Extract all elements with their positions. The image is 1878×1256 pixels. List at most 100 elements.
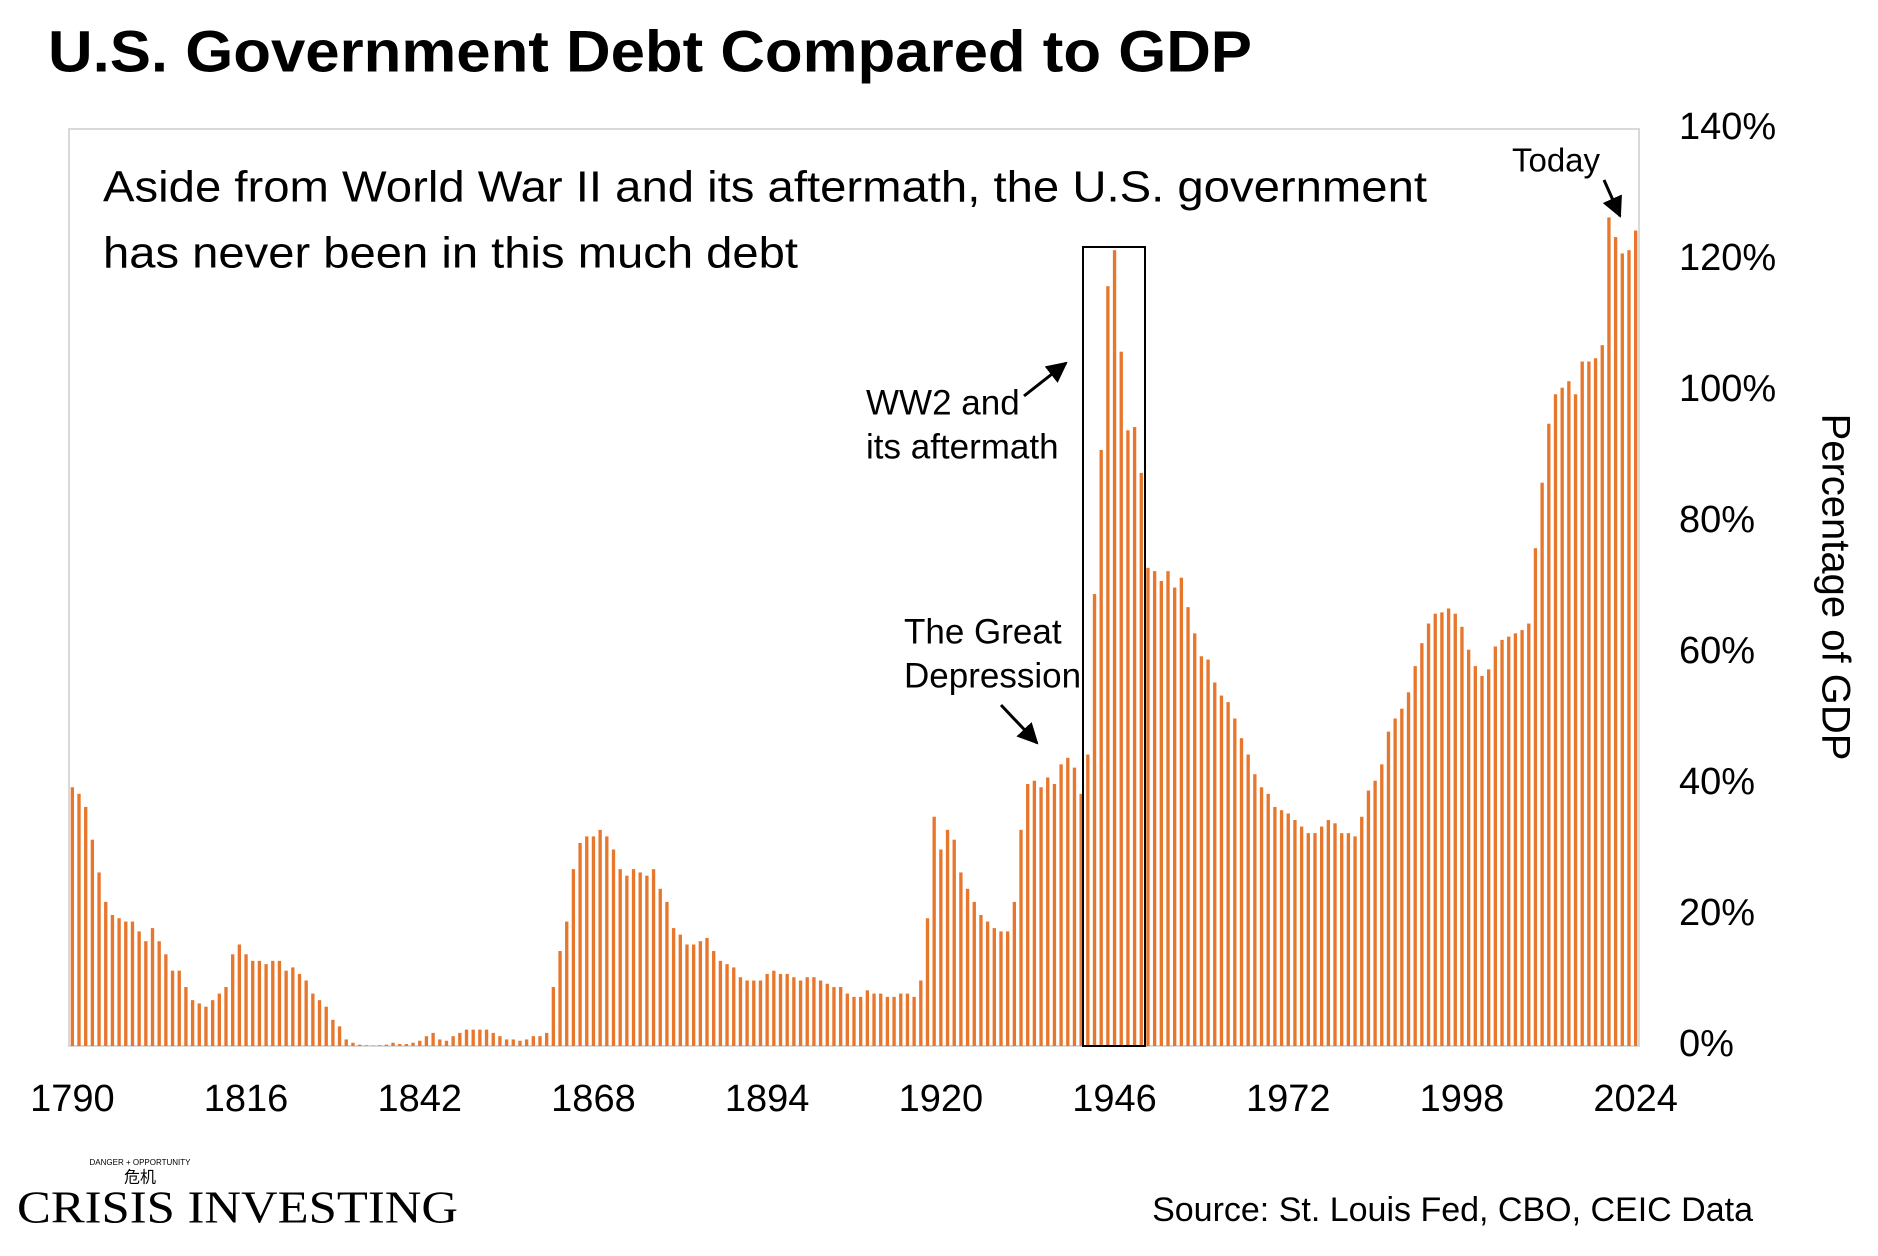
bar (484, 1029, 489, 1046)
bar (398, 1044, 402, 1046)
bar (899, 993, 903, 1046)
bar (1066, 757, 1070, 1046)
bar (418, 1040, 422, 1046)
bar (1199, 656, 1204, 1046)
bar (1453, 613, 1457, 1046)
bar (1420, 643, 1424, 1046)
bar (124, 921, 128, 1046)
bar (291, 967, 295, 1046)
bar (244, 954, 248, 1046)
bar (1072, 767, 1077, 1046)
x-tick-label: 1894 (725, 1078, 810, 1120)
bar (110, 915, 115, 1046)
bar (818, 980, 823, 1046)
bar (257, 960, 262, 1046)
bar (384, 1044, 389, 1046)
bar (591, 836, 596, 1046)
bar (1279, 810, 1284, 1046)
bar (651, 869, 656, 1046)
bar (1346, 833, 1351, 1046)
bar (1213, 682, 1217, 1046)
bar (745, 980, 749, 1046)
bar (1052, 784, 1057, 1046)
bar (364, 1045, 368, 1046)
bar (685, 944, 689, 1046)
bar (451, 1036, 455, 1046)
bar (90, 839, 95, 1046)
bar (805, 977, 809, 1046)
bar (1587, 361, 1591, 1046)
bar (1012, 901, 1017, 1046)
bar (1633, 230, 1638, 1046)
bar (117, 918, 121, 1046)
x-tick-label: 1972 (1246, 1078, 1331, 1120)
x-tick-label: 1790 (30, 1078, 115, 1120)
bar (1533, 548, 1538, 1046)
bar (1032, 780, 1037, 1046)
bar (1146, 567, 1150, 1046)
bar (184, 987, 188, 1046)
bar (538, 1036, 542, 1046)
bar (1400, 708, 1404, 1046)
bar (919, 980, 923, 1046)
bar (712, 951, 716, 1046)
bar (271, 960, 275, 1046)
bar (785, 973, 789, 1046)
bar (104, 901, 108, 1046)
bar (304, 980, 308, 1046)
y-tick-label: 60% (1679, 630, 1755, 672)
bar (752, 980, 756, 1046)
bar (1152, 571, 1157, 1046)
bar (658, 888, 662, 1046)
bar (1206, 659, 1210, 1046)
x-tick-label: 1998 (1420, 1078, 1505, 1120)
bar (97, 872, 101, 1046)
bar (1600, 345, 1604, 1046)
bar (732, 967, 736, 1046)
x-tick-label: 1868 (551, 1078, 636, 1120)
bar (1573, 394, 1578, 1046)
bar (725, 964, 729, 1046)
annotation: Today (1512, 142, 1601, 179)
bar (1299, 826, 1304, 1046)
bar (565, 921, 569, 1046)
bar (1553, 394, 1558, 1046)
bar (357, 1044, 362, 1046)
subtitle-line: Aside from World War II and its aftermat… (103, 163, 1427, 212)
bar (177, 970, 181, 1046)
bar (1340, 833, 1344, 1046)
bar (70, 787, 75, 1046)
bar (377, 1045, 382, 1046)
bar (1246, 754, 1250, 1046)
bar (424, 1036, 429, 1046)
bar (478, 1029, 482, 1046)
bar (1513, 633, 1518, 1046)
bar (251, 960, 255, 1046)
bar (1620, 253, 1624, 1046)
bar (1179, 577, 1184, 1046)
bar (498, 1036, 502, 1046)
bar (952, 839, 956, 1046)
x-tick-label: 1816 (204, 1078, 289, 1120)
bar (778, 973, 783, 1046)
bar (1099, 449, 1103, 1046)
bar (1159, 580, 1163, 1046)
bar (524, 1039, 529, 1046)
bar (1233, 718, 1237, 1046)
annotation: WW2 and (866, 383, 1020, 422)
bar (1132, 427, 1137, 1046)
bar (618, 869, 622, 1046)
bar (1493, 646, 1498, 1046)
bar (551, 987, 556, 1046)
bar (190, 1000, 195, 1046)
bar (985, 921, 990, 1046)
bar (1226, 702, 1230, 1046)
bar (264, 964, 268, 1046)
bar (1193, 633, 1197, 1046)
bar (1186, 607, 1190, 1046)
bar (1547, 423, 1551, 1046)
bar (204, 1006, 208, 1046)
bar (631, 869, 636, 1046)
